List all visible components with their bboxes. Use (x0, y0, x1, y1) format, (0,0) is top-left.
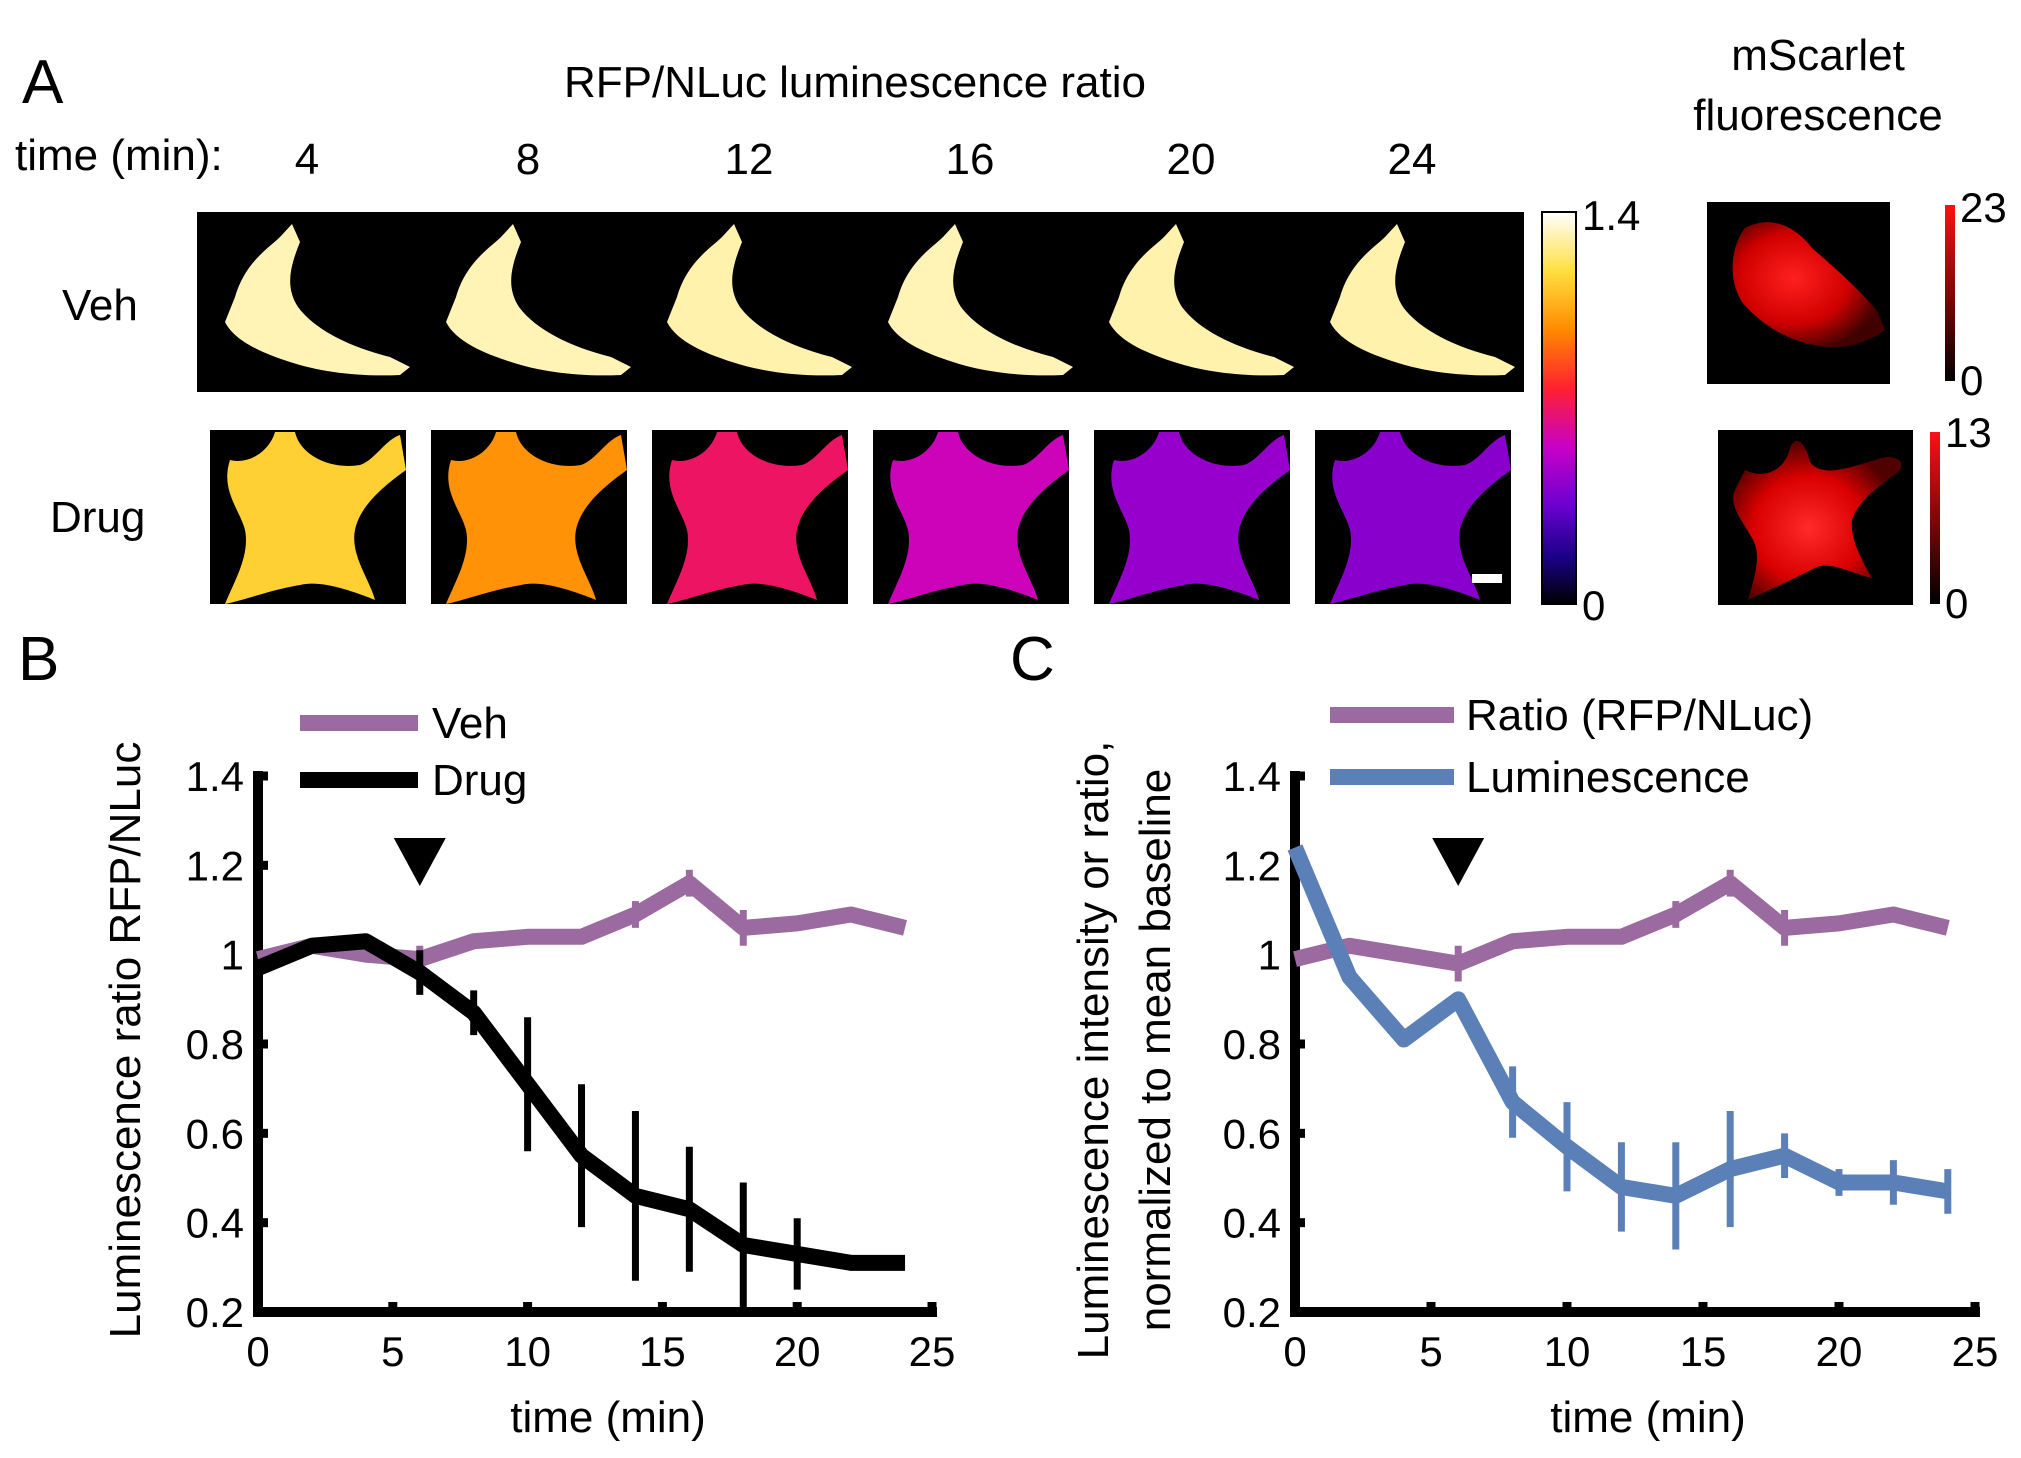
panel-c-y-tick-label: 0.4 (1223, 1200, 1281, 1247)
panel-b-plot-area: 0.2 0.4 0.6 0.8 1 1.2 1.4 0 5 10 15 20 25 (186, 753, 956, 1375)
panel-c-y-tick-label: 0.6 (1223, 1110, 1281, 1157)
panel-c-y-axis-label-line1: Luminescence intensity or ratio, (1069, 741, 1118, 1360)
panel-c-x-tick-label: 5 (1419, 1328, 1442, 1375)
panel-c-y-tick-label: 1.2 (1223, 842, 1281, 889)
panel-b-series-drug (254, 933, 906, 1308)
fluor-drug-max: 13 (1945, 409, 1992, 456)
panel-b-y-tick-label: 1.2 (186, 842, 244, 889)
veh-cell-20 (1109, 224, 1294, 376)
fluor-title-line2: fluorescence (1693, 91, 1942, 140)
fluor-drug-cell (1733, 440, 1902, 600)
panel-c-series-luminescence (1287, 844, 1952, 1250)
panel-c-legend-label-luminescence: Luminescence (1466, 753, 1750, 802)
panel-a-title: RFP/NLuc luminescence ratio (564, 58, 1146, 107)
time-8: 8 (516, 135, 540, 184)
panel-b-y-tick-label: 0.4 (186, 1200, 244, 1247)
panel-c-y-tick-label: 1 (1258, 932, 1281, 979)
panel-c-legend-label-ratio: Ratio (RFP/NLuc) (1466, 691, 1813, 740)
drug-cell-20 (1109, 432, 1290, 604)
panel-b-series-veh (256, 869, 907, 973)
fluor-veh-max: 23 (1960, 184, 2007, 231)
panel-b-y-tick-label: 0.2 (186, 1289, 244, 1336)
ratio-colorbar-min: 0 (1582, 582, 1605, 629)
panel-c-x-tick-label: 25 (1952, 1328, 1999, 1375)
panel-c-series-ratio-rfp-nluc (1293, 869, 1950, 982)
panel-b-x-tick-label: 5 (381, 1328, 404, 1375)
panel-c-x-tick-label: 15 (1680, 1328, 1727, 1375)
veh-cell-12 (667, 224, 852, 376)
panel-b-letter: B (18, 625, 59, 694)
panel-b-y-axis-label: Luminescence ratio RFP/NLuc (101, 742, 150, 1339)
panel-c-plot-area: 0.2 0.4 0.6 0.8 1 1.2 1.4 0 5 10 15 20 25 (1223, 753, 1999, 1375)
time-20: 20 (1167, 135, 1216, 184)
drug-cell-16 (888, 432, 1069, 604)
panel-c-y-axis-label-line2: normalized to mean baseline (1131, 769, 1180, 1332)
veh-cell-16 (888, 224, 1073, 376)
panel-b-x-tick-label: 20 (774, 1328, 821, 1375)
panel-c-x-tick-label: 20 (1816, 1328, 1863, 1375)
panel-b-chart: B Luminescence ratio RFP/NLuc time (min)… (18, 625, 955, 1442)
veh-cells (225, 224, 1515, 376)
scale-bar (1472, 574, 1502, 583)
panel-b-x-tick-label: 10 (504, 1328, 551, 1375)
fluor-drug-min: 0 (1945, 580, 1968, 627)
panel-b-x-axis-label: time (min) (510, 1393, 706, 1442)
fluor-veh-min: 0 (1960, 357, 1983, 404)
time-24: 24 (1388, 135, 1437, 184)
row-label-veh: Veh (62, 281, 138, 330)
panel-c-x-tick-label: 0 (1283, 1328, 1306, 1375)
drug-cell-4 (225, 432, 406, 604)
panel-c-y-tick-label: 1.4 (1223, 753, 1281, 800)
panel-c-y-tick-label: 0.2 (1223, 1289, 1281, 1336)
panel-c-x-axis-label: time (min) (1550, 1393, 1746, 1442)
veh-cell-8 (446, 224, 631, 376)
panel-c-chart: C Luminescence intensity or ratio, norma… (1010, 625, 1998, 1442)
time-4: 4 (295, 135, 319, 184)
panel-b-x-tick-label: 25 (909, 1328, 956, 1375)
panel-b-x-tick-label: 0 (246, 1328, 269, 1375)
time-label: time (min): (15, 131, 223, 180)
veh-strip (197, 212, 1524, 392)
panel-b-x-tick-label: 15 (639, 1328, 686, 1375)
panel-c-letter: C (1010, 625, 1055, 694)
drug-tiles (210, 430, 1511, 604)
panel-b-legend-label-veh: Veh (432, 699, 508, 748)
ratio-colorbar (1541, 211, 1577, 605)
panel-b-y-tick-label: 1.4 (186, 753, 244, 800)
drug-cell-8 (446, 432, 627, 604)
fluor-title-line1: mScarlet (1731, 31, 1905, 80)
fluor-veh-colorbar (1945, 205, 1955, 381)
panel-c-legend: Ratio (RFP/NLuc) Luminescence (1330, 691, 1813, 802)
panel-b-y-tick-label: 0.8 (186, 1021, 244, 1068)
panel-b-legend: Veh Drug (300, 699, 527, 805)
row-label-drug: Drug (50, 493, 145, 542)
time-12: 12 (725, 135, 774, 184)
time-16: 16 (946, 135, 995, 184)
fluor-veh-cell (1732, 222, 1885, 348)
panel-c-line (1293, 875, 1950, 972)
panel-c-y-tick-label: 0.8 (1223, 1021, 1281, 1068)
panel-b-y-tick-label: 1 (221, 932, 244, 979)
veh-cell-4 (225, 224, 410, 376)
panel-a: A RFP/NLuc luminescence ratio time (min)… (15, 31, 2007, 629)
drug-cell-12 (667, 432, 848, 604)
panel-b-y-tick-label: 0.6 (186, 1110, 244, 1157)
ratio-colorbar-max: 1.4 (1582, 192, 1640, 239)
panel-a-letter: A (22, 48, 64, 117)
panel-b-legend-label-drug: Drug (432, 756, 527, 805)
panel-b-drug-added-marker (393, 838, 446, 886)
panel-c-x-tick-label: 10 (1544, 1328, 1591, 1375)
veh-cell-24 (1330, 224, 1515, 376)
drug-cell-24 (1330, 432, 1511, 604)
panel-c-drug-added-marker (1432, 838, 1485, 886)
fluor-drug-colorbar (1930, 432, 1940, 604)
